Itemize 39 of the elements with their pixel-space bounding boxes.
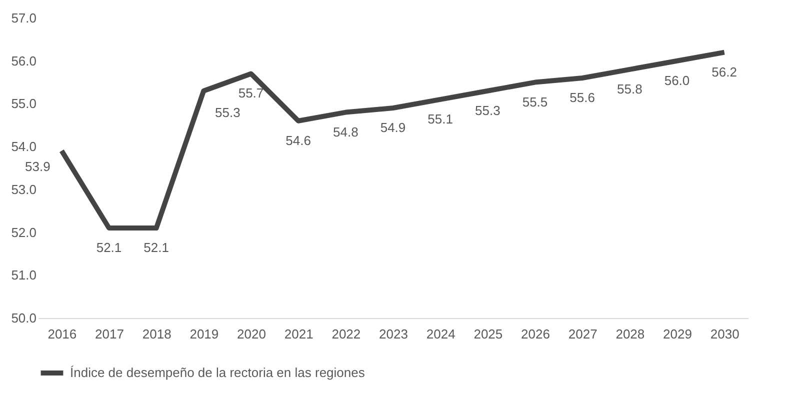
y-tick-label: 56.0 <box>11 53 36 68</box>
x-tick-label: 2023 <box>379 326 408 342</box>
y-tick-label: 52.0 <box>11 224 36 240</box>
x-tick-label: 2030 <box>710 326 740 342</box>
data-label: 53.9 <box>25 158 50 174</box>
data-label: 55.5 <box>522 94 548 110</box>
data-label: 55.3 <box>475 102 500 118</box>
x-tick-label: 2020 <box>237 326 266 342</box>
x-tick-label: 2027 <box>568 326 598 342</box>
y-tick-label: 54.0 <box>11 139 36 154</box>
x-tick-label: 2024 <box>426 326 456 342</box>
data-label: 55.1 <box>428 111 453 126</box>
data-label: 52.1 <box>144 240 169 255</box>
data-label: 56.0 <box>664 72 690 88</box>
x-tick-label: 2019 <box>190 326 219 342</box>
legend-label: Índice de desempeño de la rectoria en las regiones <box>70 365 366 380</box>
x-tick-label: 2017 <box>95 326 124 342</box>
x-tick-label: 2026 <box>521 326 550 342</box>
data-label: 52.1 <box>96 240 122 255</box>
data-label: 54.6 <box>286 132 311 148</box>
x-tick-label: 2018 <box>142 326 172 342</box>
y-tick-label: 57.0 <box>11 10 36 26</box>
data-label: 55.3 <box>215 104 240 120</box>
x-tick-label: 2021 <box>284 326 314 342</box>
y-tick-label: 53.0 <box>11 182 36 197</box>
data-label: 55.7 <box>238 86 264 101</box>
data-label: 54.9 <box>380 120 406 135</box>
x-tick-label: 2022 <box>332 326 361 342</box>
data-label: 54.8 <box>333 124 358 140</box>
x-tick-label: 2028 <box>616 326 645 342</box>
x-tick-label: 2029 <box>663 326 692 342</box>
data-label: 55.8 <box>617 81 642 96</box>
data-label: 56.2 <box>712 64 737 80</box>
x-tick-label: 2025 <box>474 326 503 342</box>
y-tick-label: 51.0 <box>11 268 36 283</box>
y-tick-label: 55.0 <box>11 96 36 112</box>
y-tick-label: 50.0 <box>11 310 36 326</box>
data-label: 55.6 <box>570 90 595 105</box>
x-tick-label: 2016 <box>48 326 77 342</box>
